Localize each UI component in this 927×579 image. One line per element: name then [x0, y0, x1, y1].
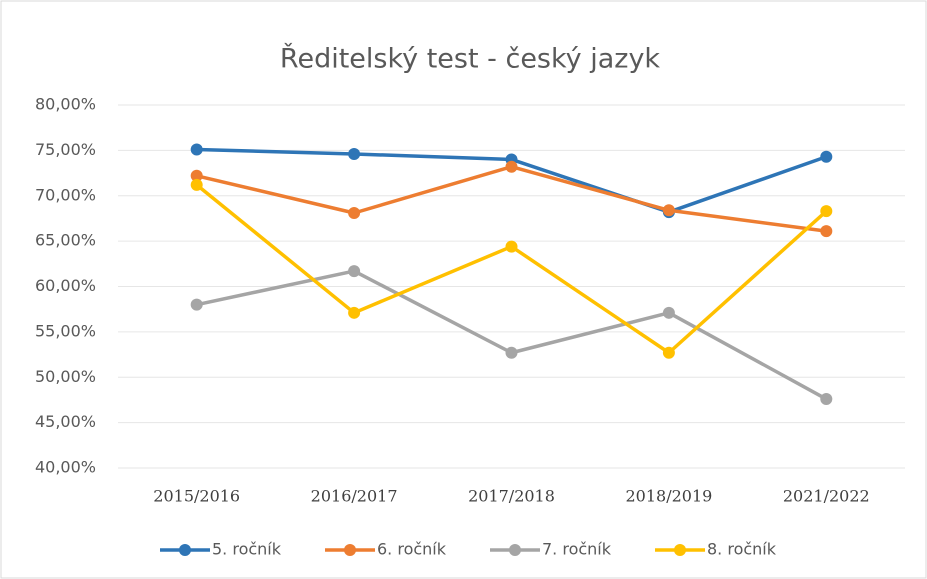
legend-marker	[179, 544, 191, 556]
y-tick-label: 60,00%	[35, 276, 96, 295]
y-tick-label: 75,00%	[35, 140, 96, 159]
point	[505, 346, 518, 359]
x-tick-label: 2017/2018	[468, 487, 555, 506]
y-tick-label: 80,00%	[35, 95, 96, 114]
point	[820, 393, 833, 406]
point	[190, 143, 203, 156]
point	[348, 206, 361, 219]
point	[820, 205, 833, 218]
legend-marker	[509, 544, 521, 556]
x-tick-label: 2021/2022	[783, 487, 870, 506]
point	[190, 169, 203, 182]
point	[348, 265, 361, 278]
point	[662, 204, 675, 217]
legend-label: 8. ročník	[707, 540, 777, 559]
y-tick-label: 50,00%	[35, 367, 96, 386]
y-tick-label: 55,00%	[35, 321, 96, 340]
point	[820, 150, 833, 163]
point	[348, 148, 361, 161]
point	[190, 298, 203, 311]
point	[505, 160, 518, 173]
legend-label: 5. ročník	[212, 540, 282, 559]
point	[662, 346, 675, 359]
y-tick-label: 45,00%	[35, 412, 96, 431]
legend-label: 6. ročník	[377, 540, 447, 559]
legend-marker	[344, 544, 356, 556]
y-tick-label: 70,00%	[35, 185, 96, 204]
y-tick-label: 40,00%	[35, 458, 96, 477]
point	[820, 225, 833, 238]
point	[348, 306, 361, 319]
point	[505, 240, 518, 253]
x-tick-label: 2018/2019	[625, 487, 712, 506]
y-tick-label: 65,00%	[35, 231, 96, 250]
legend-marker	[674, 544, 686, 556]
x-tick-label: 2015/2016	[153, 487, 240, 506]
legend-label: 7. ročník	[542, 540, 612, 559]
point	[662, 306, 675, 319]
chart-title: Ředitelský test - český jazyk	[280, 43, 661, 75]
x-tick-label: 2016/2017	[311, 487, 398, 506]
point	[190, 178, 203, 191]
